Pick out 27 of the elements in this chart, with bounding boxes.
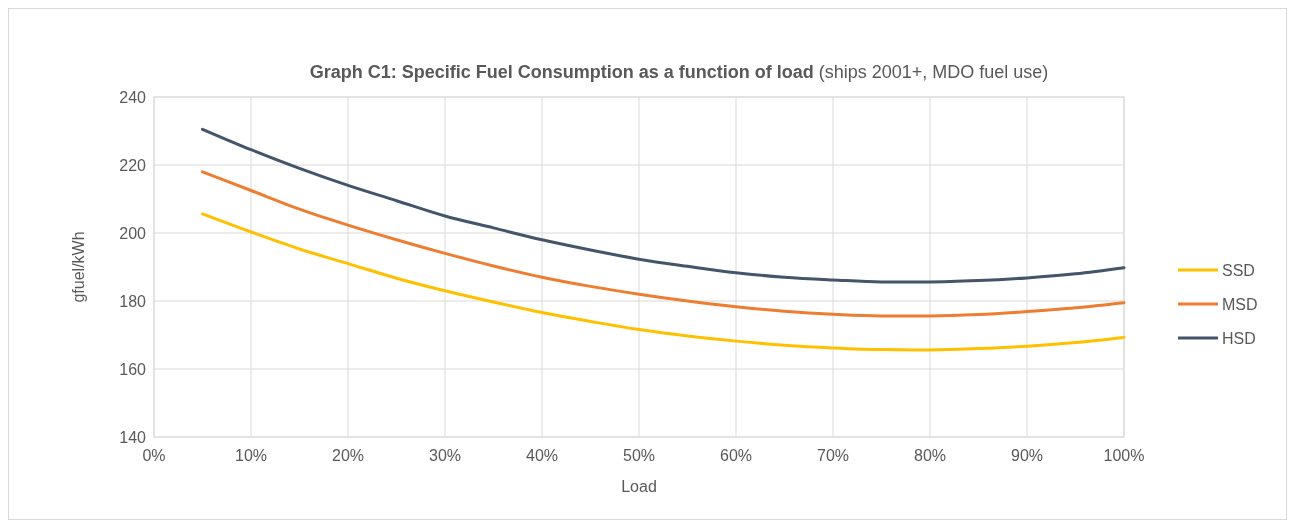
x-tick-label: 10% bbox=[234, 447, 268, 464]
legend-label: SSD bbox=[1222, 262, 1255, 279]
x-tick-label: 90% bbox=[1010, 447, 1044, 464]
y-tick-label: 220 bbox=[119, 157, 147, 174]
chart-subtitle: (ships 2001+, MDO fuel use) bbox=[818, 62, 1049, 82]
line-series bbox=[201, 212, 1126, 352]
chart-title: Graph C1: Specific Fuel Consumption as a function of load bbox=[309, 62, 814, 82]
legend-label: MSD bbox=[1222, 296, 1258, 313]
y-tick-label: 240 bbox=[119, 89, 147, 106]
legend-label: HSD bbox=[1222, 330, 1256, 347]
x-tick-label: 70% bbox=[816, 447, 850, 464]
y-tick-label: 180 bbox=[119, 293, 147, 310]
x-tick-label: 20% bbox=[331, 447, 365, 464]
x-tick-label: 60% bbox=[719, 447, 753, 464]
y-tick-label: 140 bbox=[119, 429, 147, 446]
x-tick-label: 50% bbox=[622, 447, 656, 464]
x-tick-label: 40% bbox=[525, 447, 559, 464]
y-tick-label: 160 bbox=[119, 361, 147, 378]
x-tick-label: 30% bbox=[428, 447, 462, 464]
y-axis-title: gfuel/kWh bbox=[70, 231, 87, 303]
x-tick-label: 0% bbox=[142, 447, 166, 464]
x-tick-label: 80% bbox=[913, 447, 947, 464]
x-axis-title: Load bbox=[621, 478, 657, 495]
x-tick-label: 100% bbox=[1103, 447, 1145, 464]
y-tick-label: 200 bbox=[119, 225, 147, 242]
line-series bbox=[201, 127, 1126, 284]
line-series bbox=[201, 170, 1126, 318]
